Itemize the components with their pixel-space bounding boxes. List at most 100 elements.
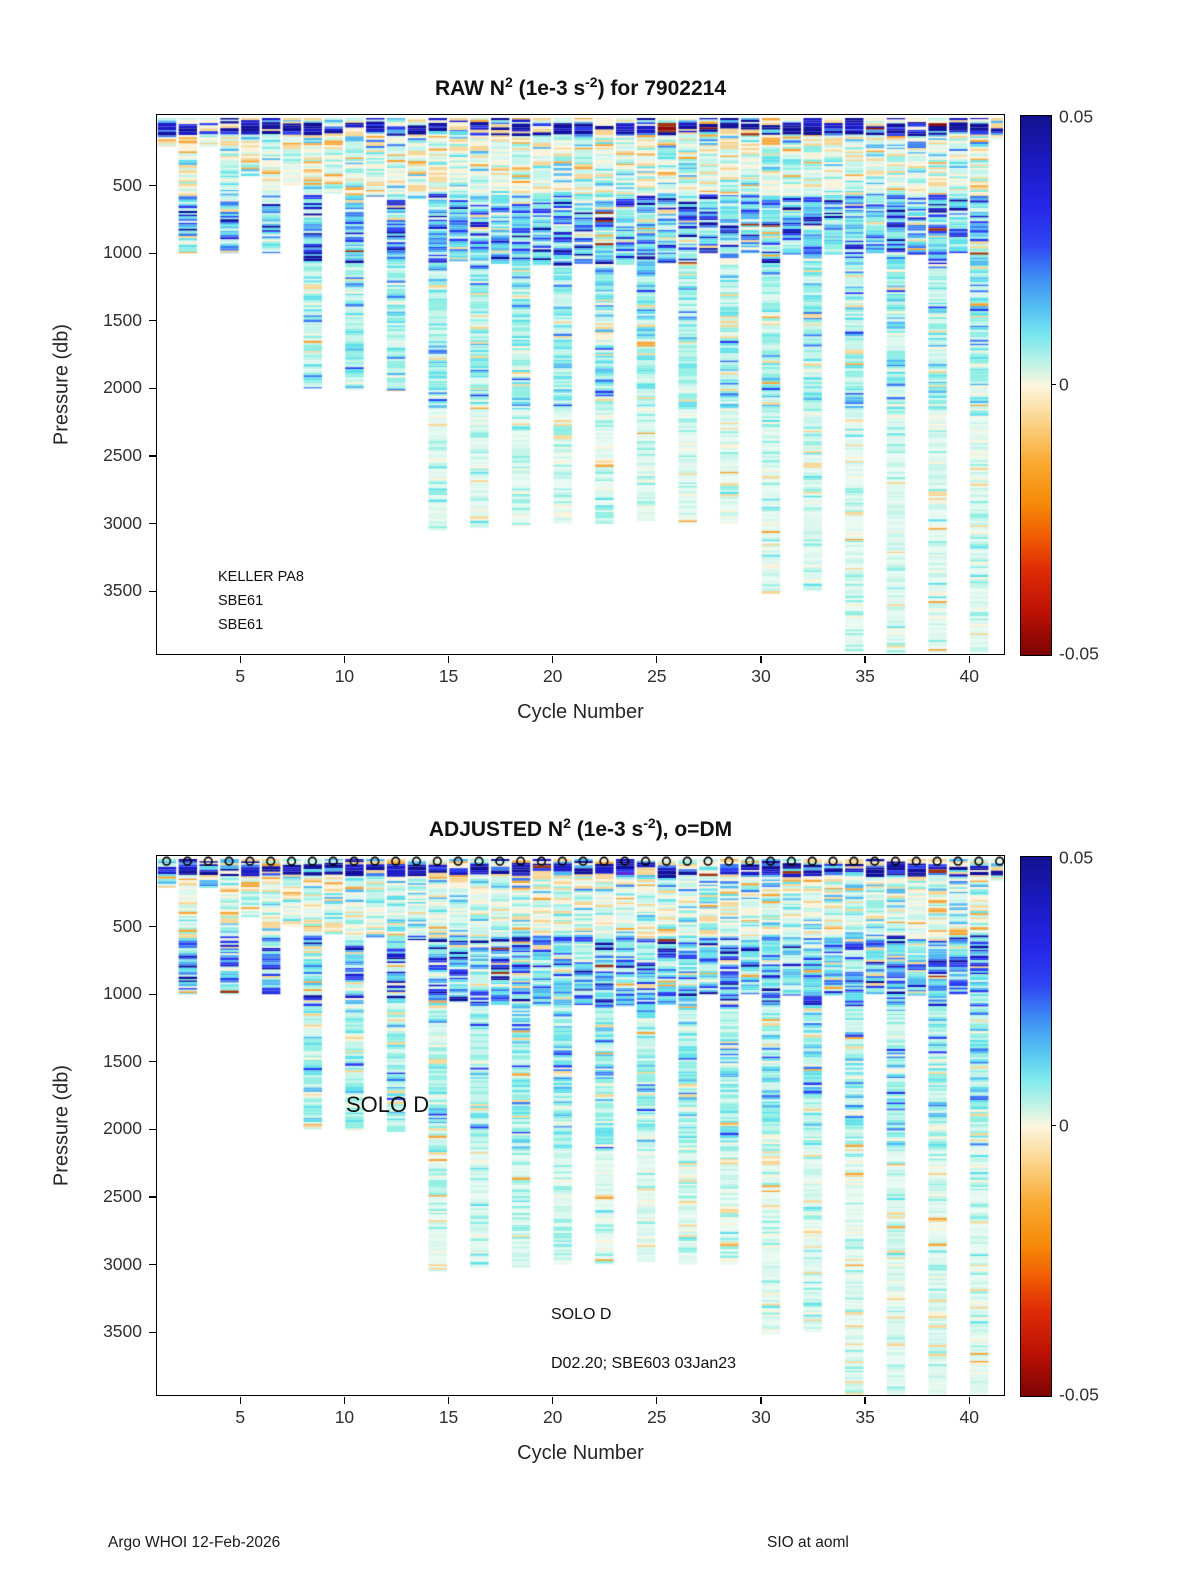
x-tick-label: 20 bbox=[542, 1407, 563, 1427]
annotation: SOLO D bbox=[551, 1306, 612, 1323]
y-tick-mark bbox=[149, 252, 156, 254]
y-tick-label: 3000 bbox=[103, 1253, 142, 1274]
x-tick-mark bbox=[239, 655, 241, 663]
title-fragment: RAW N bbox=[434, 77, 505, 100]
x-axis-label: Cycle Number bbox=[517, 701, 644, 723]
x-tick-label: 5 bbox=[235, 666, 246, 686]
annotation: SBE61 bbox=[218, 593, 264, 609]
colorbar-gradient bbox=[1021, 116, 1051, 655]
title-fragment: -2 bbox=[585, 74, 598, 90]
y-tick-label: 1500 bbox=[103, 1050, 142, 1071]
annotation: D02.20; SBE603 03Jan23 bbox=[551, 1355, 737, 1372]
x-tick-label: 40 bbox=[959, 666, 979, 686]
colorbar-tick-label: 0.05 bbox=[1059, 106, 1094, 127]
title-fragment: 2 bbox=[504, 74, 513, 90]
colorbar-tick-label: 0 bbox=[1059, 374, 1069, 394]
title-fragment: ), o=DM bbox=[655, 818, 733, 841]
y-tick-mark bbox=[149, 1331, 156, 1333]
footer-left: Argo WHOI 12-Feb-2026 bbox=[108, 1534, 281, 1551]
x-tick-label: 40 bbox=[959, 1407, 979, 1427]
title-fragment: 2 bbox=[563, 815, 571, 831]
y-axis-label: Pressure (db) bbox=[50, 323, 73, 445]
x-tick-label: 30 bbox=[751, 666, 771, 686]
x-tick-mark bbox=[656, 1396, 658, 1404]
x-tick-mark bbox=[239, 1396, 241, 1404]
x-tick-mark bbox=[343, 655, 346, 663]
title-fragment: ) for 7902214 bbox=[597, 77, 727, 100]
title-fragment: (1e-3 s bbox=[570, 818, 644, 841]
x-tick-label: 10 bbox=[334, 666, 355, 686]
y-tick-label: 1000 bbox=[103, 983, 142, 1004]
y-tick-label: 3500 bbox=[103, 580, 142, 601]
y-tick-label: 3500 bbox=[103, 1321, 142, 1342]
colorbar-zero-tick bbox=[1051, 1124, 1056, 1127]
colorbar bbox=[1020, 856, 1052, 1397]
y-tick-label: 3000 bbox=[103, 512, 142, 533]
y-tick-mark bbox=[149, 1061, 156, 1063]
plot-title: RAW N2 (1e-3 s-2) for 7902214 bbox=[157, 74, 1004, 101]
colorbar-tick-label: 0 bbox=[1059, 1115, 1069, 1135]
y-tick-label: 1000 bbox=[103, 242, 142, 263]
y-tick-mark bbox=[149, 387, 156, 389]
y-tick-mark bbox=[149, 1264, 156, 1266]
x-tick-label: 25 bbox=[647, 666, 667, 686]
x-tick-label: 30 bbox=[751, 1407, 771, 1427]
plot-title: ADJUSTED N2 (1e-3 s-2), o=DM bbox=[157, 815, 1004, 842]
x-tick-mark bbox=[864, 655, 866, 663]
x-tick-label: 15 bbox=[438, 666, 459, 686]
y-tick-mark bbox=[149, 1128, 156, 1130]
x-tick-mark bbox=[447, 655, 450, 663]
y-tick-mark bbox=[149, 320, 156, 322]
title-fragment: -2 bbox=[643, 815, 656, 831]
plot-area bbox=[155, 113, 1005, 655]
annotation: KELLER PA8 bbox=[218, 569, 304, 585]
footer-right: SIO at aoml bbox=[767, 1534, 849, 1551]
y-axis-label: Pressure (db) bbox=[50, 1064, 73, 1186]
y-tick-mark bbox=[149, 1196, 156, 1198]
x-axis-label: Cycle Number bbox=[517, 1442, 644, 1464]
y-tick-label: 1500 bbox=[103, 309, 142, 330]
x-tick-label: 20 bbox=[542, 666, 563, 686]
title-fragment: ADJUSTED N bbox=[428, 818, 564, 841]
heatmap-canvas bbox=[156, 855, 1004, 1395]
x-tick-mark bbox=[552, 1396, 554, 1404]
heatmap-canvas bbox=[156, 114, 1004, 654]
annotation: SOLO D bbox=[346, 1092, 430, 1117]
x-tick-mark bbox=[864, 1396, 866, 1404]
x-tick-label: 5 bbox=[235, 1407, 246, 1427]
x-tick-mark bbox=[760, 655, 762, 663]
x-tick-mark bbox=[656, 655, 658, 663]
x-tick-mark bbox=[968, 655, 970, 663]
y-tick-label: 2500 bbox=[103, 1186, 142, 1206]
y-tick-label: 2000 bbox=[103, 1118, 142, 1139]
y-tick-label: 2000 bbox=[103, 377, 142, 398]
y-tick-mark bbox=[149, 185, 156, 187]
colorbar-tick-label: -0.05 bbox=[1059, 1384, 1099, 1405]
x-tick-mark bbox=[760, 1396, 762, 1404]
y-tick-mark bbox=[149, 926, 156, 928]
x-tick-label: 35 bbox=[855, 1407, 875, 1427]
x-tick-label: 35 bbox=[855, 666, 875, 686]
annotation: SBE61 bbox=[218, 617, 264, 633]
x-tick-mark bbox=[552, 655, 554, 663]
x-tick-label: 15 bbox=[438, 1407, 459, 1427]
y-tick-label: 2500 bbox=[103, 445, 142, 465]
y-tick-label: 500 bbox=[112, 915, 142, 936]
y-tick-mark bbox=[149, 523, 156, 525]
y-tick-mark bbox=[149, 455, 156, 457]
x-tick-mark bbox=[968, 1396, 970, 1404]
y-tick-label: 500 bbox=[112, 174, 142, 195]
plot-area bbox=[155, 854, 1005, 1396]
y-tick-mark bbox=[149, 590, 156, 592]
colorbar bbox=[1020, 115, 1052, 656]
y-tick-mark bbox=[149, 993, 156, 995]
colorbar-tick-label: -0.05 bbox=[1059, 643, 1099, 664]
colorbar-tick-label: 0.05 bbox=[1059, 847, 1094, 868]
x-tick-mark bbox=[343, 1396, 346, 1404]
x-tick-mark bbox=[447, 1396, 450, 1404]
title-fragment: (1e-3 s bbox=[512, 77, 586, 100]
colorbar-gradient bbox=[1021, 857, 1051, 1396]
x-tick-label: 10 bbox=[334, 1407, 355, 1427]
colorbar-zero-tick bbox=[1051, 383, 1056, 386]
